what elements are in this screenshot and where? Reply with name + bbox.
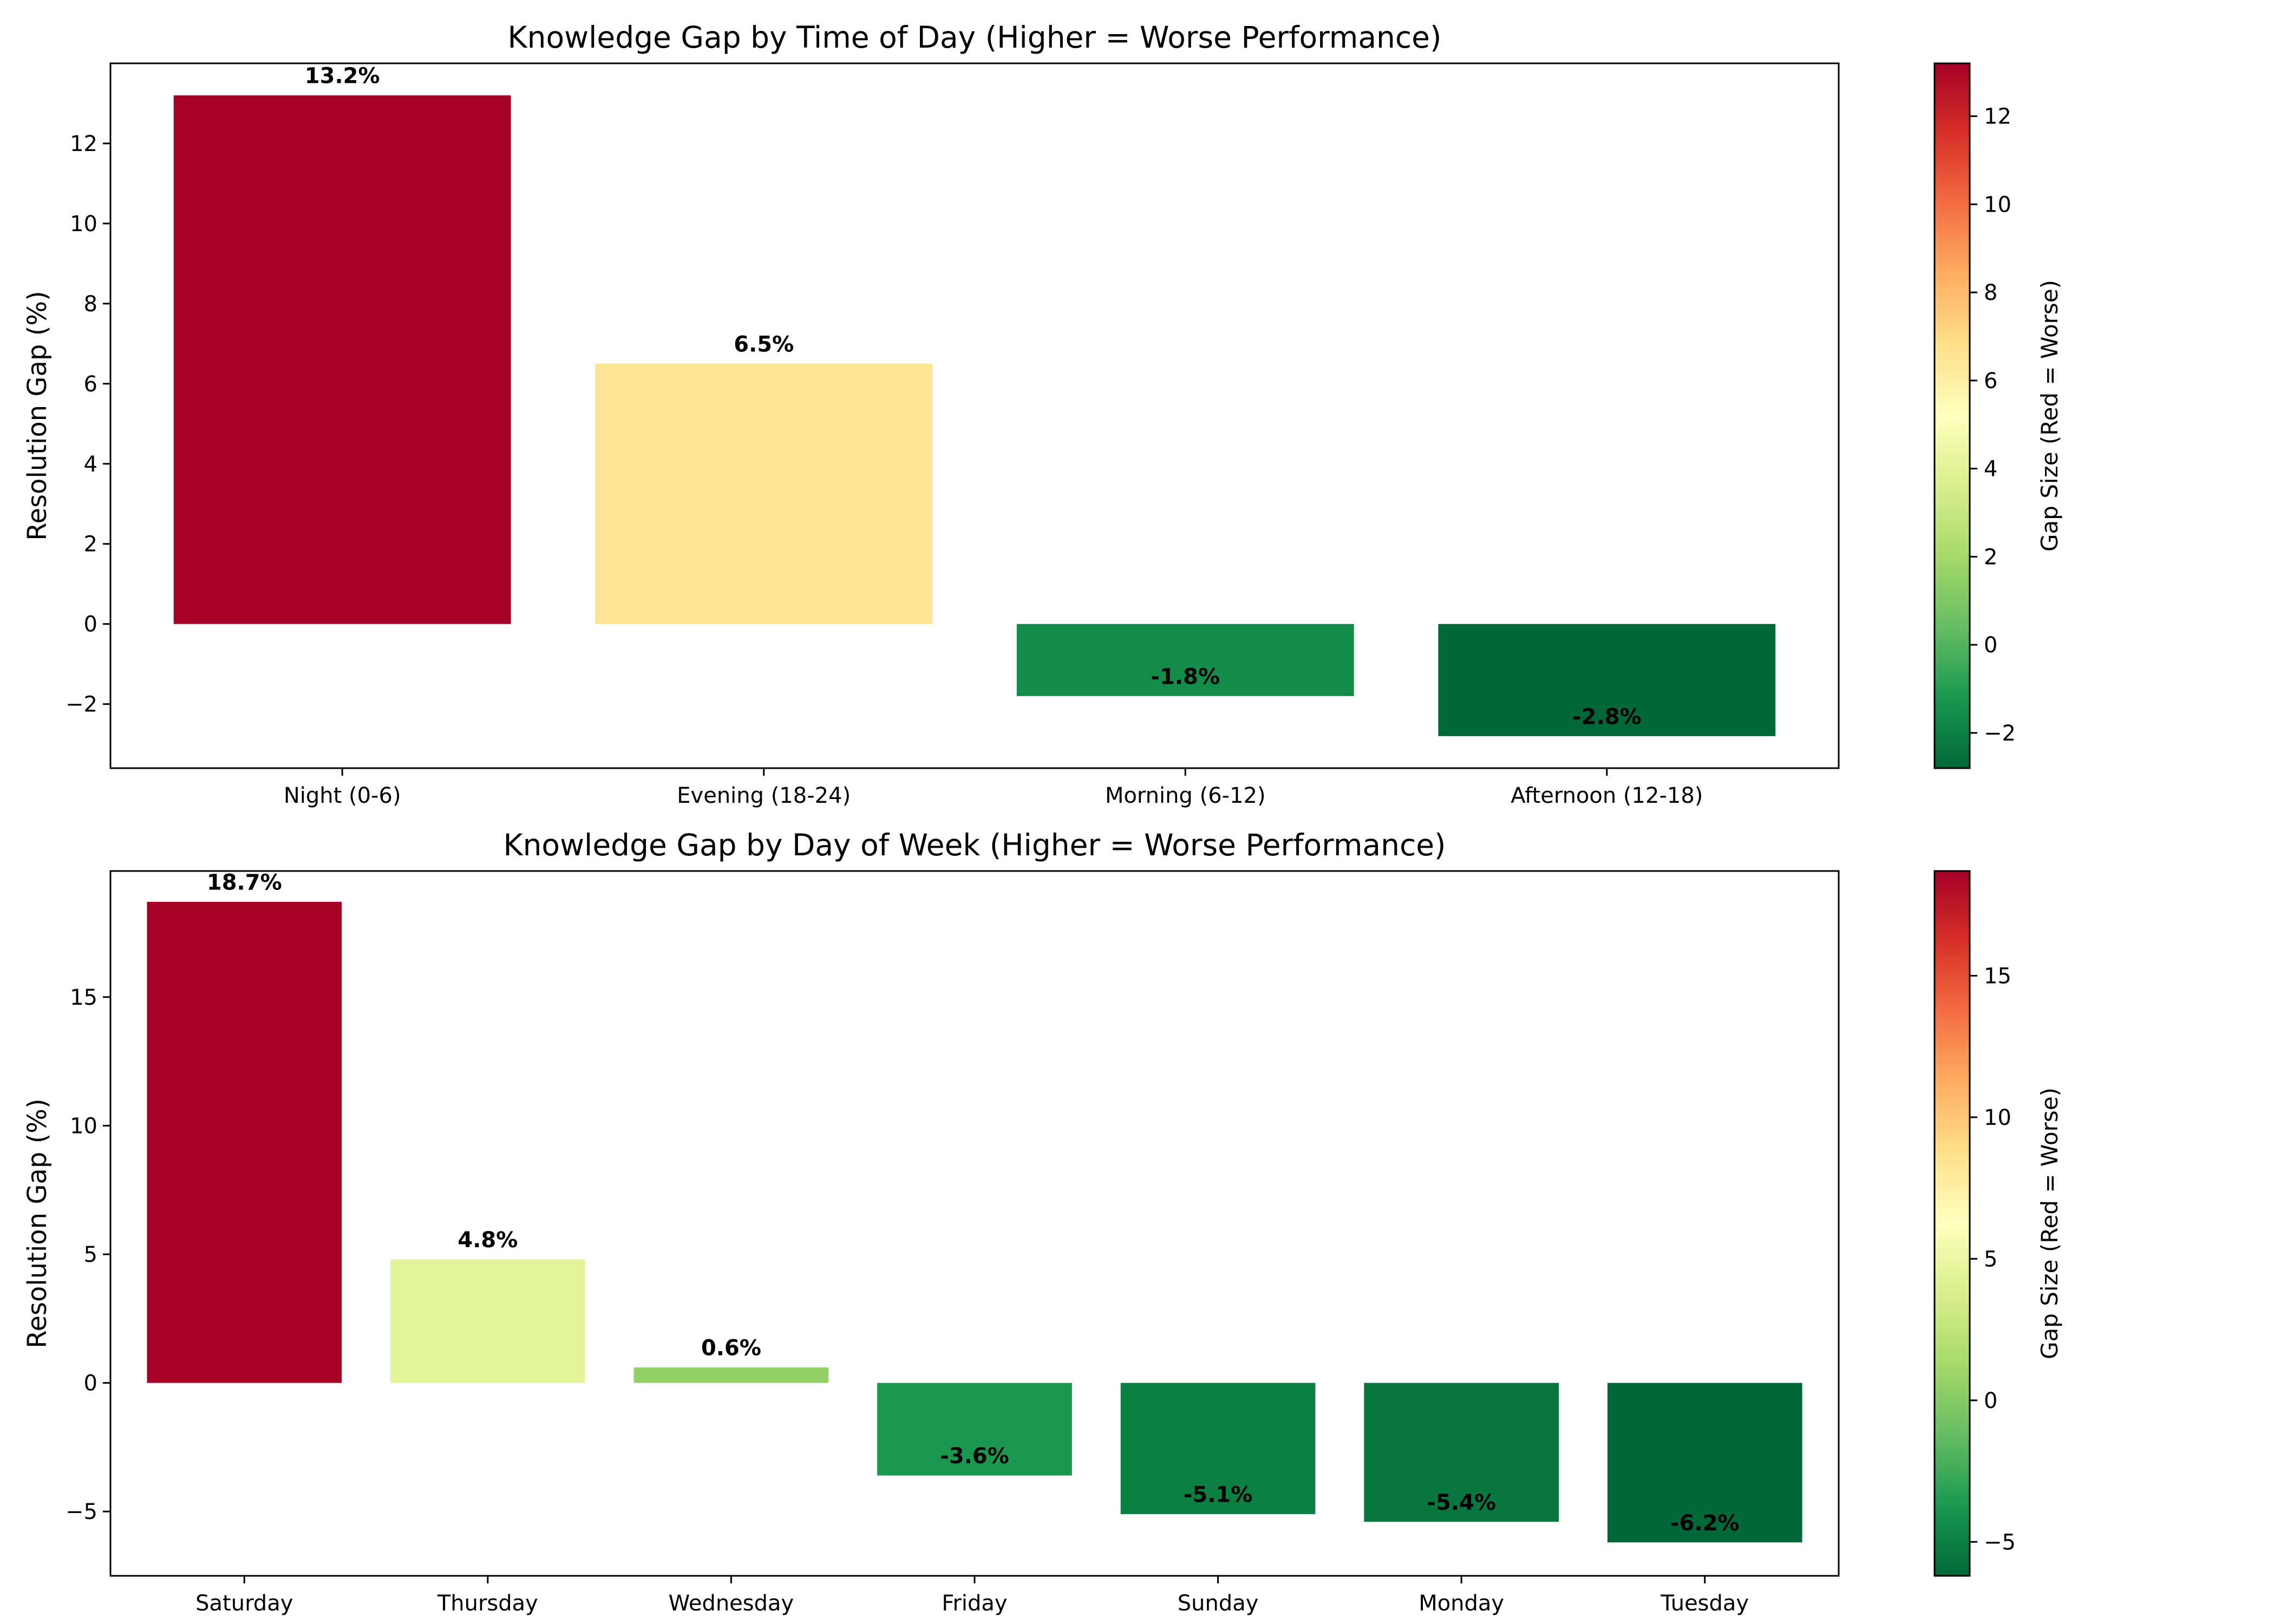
- bar: [1607, 1383, 1802, 1543]
- y-tick-label: 10: [70, 1114, 97, 1138]
- x-tick-label: Night (0-6): [284, 783, 401, 808]
- x-tick-label: Saturday: [195, 1591, 293, 1616]
- colorbar-tick-label: 6: [1984, 369, 1997, 394]
- y-tick-label: 2: [84, 532, 97, 557]
- value-label: 6.5%: [734, 332, 794, 357]
- x-axis-ticks: Night (0-6) Evening (18-24) Morning (6-12)…: [284, 768, 1703, 808]
- y-axis-label: Resolution Gap (%): [22, 291, 53, 540]
- y-tick-label: −5: [66, 1499, 97, 1524]
- colorbar-tick-label: 15: [1984, 964, 2011, 988]
- plot-frame: [109, 62, 1840, 769]
- bar: [390, 1259, 585, 1383]
- value-label: -6.2%: [1670, 1511, 1740, 1536]
- x-tick-label: Thursday: [437, 1591, 538, 1616]
- y-axis-ticks: −5 0 5 10 15: [66, 985, 110, 1524]
- colorbar-tick-label: 10: [1984, 192, 2011, 217]
- colorbar-tick-label: −5: [1984, 1530, 2016, 1555]
- y-axis-ticks: −2 0 2 4 6 8 10 12: [66, 132, 110, 717]
- x-tick-label: Evening (18-24): [677, 783, 851, 808]
- x-tick-label: Friday: [942, 1591, 1007, 1616]
- bar: [1438, 624, 1776, 736]
- colorbar-tick-label: 12: [1984, 104, 2011, 129]
- x-tick-label: Morning (6-12): [1105, 783, 1266, 808]
- bar: [877, 1383, 1072, 1476]
- bar-series: [173, 95, 1776, 736]
- bar-series: [147, 902, 1802, 1543]
- colorbar-ticks: −5 0 5 10 15: [1970, 964, 2016, 1555]
- value-label: -3.6%: [940, 1444, 1009, 1469]
- bar: [1016, 624, 1354, 696]
- colorbar: [1933, 870, 1971, 1577]
- time-of-day-chart: Knowledge Gap by Time of Day (Higher = W…: [22, 20, 2063, 808]
- y-tick-label: 4: [84, 452, 97, 477]
- bar: [633, 1367, 829, 1383]
- y-axis-label: Resolution Gap (%): [22, 1098, 53, 1348]
- bar: [1364, 1383, 1559, 1522]
- y-tick-label: 6: [84, 372, 97, 397]
- bar: [173, 95, 511, 624]
- x-tick-label: Wednesday: [669, 1591, 794, 1616]
- x-axis-ticks: Saturday Thursday Wednesday Friday Sunday Mon…: [195, 1576, 1749, 1616]
- bar: [147, 902, 342, 1383]
- y-tick-label: 0: [84, 612, 97, 637]
- colorbar-tick-label: 0: [1984, 1389, 1997, 1413]
- chart-title: Knowledge Gap by Time of Day (Higher = W…: [508, 20, 1442, 55]
- colorbar-tick-label: 0: [1984, 633, 1997, 658]
- y-tick-label: 15: [70, 985, 97, 1010]
- value-labels: 13.2% 6.5% -1.8% -2.8%: [305, 64, 1642, 730]
- colorbar: [1933, 62, 1971, 769]
- x-tick-label: Sunday: [1178, 1591, 1259, 1616]
- plot-frame: [109, 870, 1840, 1577]
- chart-title: Knowledge Gap by Day of Week (Higher = W…: [504, 828, 1446, 862]
- value-label: -2.8%: [1572, 704, 1642, 729]
- colorbar-ticks: −2 0 2 4 6 8 10 12: [1970, 104, 2016, 746]
- value-labels: 18.7% 4.8% 0.6% -3.6% -5.1% -5.4% -6.2%: [207, 870, 1740, 1536]
- colorbar-tick-label: 8: [1984, 280, 1997, 305]
- value-label: 0.6%: [701, 1336, 761, 1361]
- colorbar-label: Gap Size (Red = Worse): [2036, 280, 2063, 552]
- value-label: 13.2%: [305, 64, 380, 89]
- value-label: 18.7%: [207, 870, 282, 895]
- y-tick-label: 10: [70, 212, 97, 237]
- colorbar-tick-label: −2: [1984, 721, 2016, 746]
- bar: [1120, 1383, 1316, 1514]
- colorbar-label: Gap Size (Red = Worse): [2036, 1088, 2063, 1359]
- x-tick-label: Tuesday: [1660, 1591, 1749, 1616]
- y-tick-label: 12: [70, 132, 97, 156]
- y-tick-label: 5: [84, 1242, 97, 1267]
- value-label: 4.8%: [458, 1228, 518, 1253]
- y-tick-label: −2: [66, 692, 97, 717]
- colorbar-tick-label: 4: [1984, 457, 1997, 482]
- colorbar-tick-label: 10: [1984, 1105, 2011, 1130]
- y-tick-label: 8: [84, 292, 97, 317]
- colorbar-tick-label: 5: [1984, 1247, 1997, 1272]
- x-tick-label: Afternoon (12-18): [1511, 783, 1703, 808]
- value-label: -1.8%: [1151, 664, 1220, 689]
- x-tick-label: Monday: [1419, 1591, 1504, 1616]
- bar: [595, 363, 933, 624]
- day-of-week-chart: Knowledge Gap by Day of Week (Higher = W…: [22, 828, 2063, 1616]
- y-tick-label: 0: [84, 1371, 97, 1396]
- value-label: -5.4%: [1427, 1490, 1496, 1515]
- colorbar-tick-label: 2: [1984, 545, 1997, 569]
- value-label: -5.1%: [1184, 1483, 1253, 1508]
